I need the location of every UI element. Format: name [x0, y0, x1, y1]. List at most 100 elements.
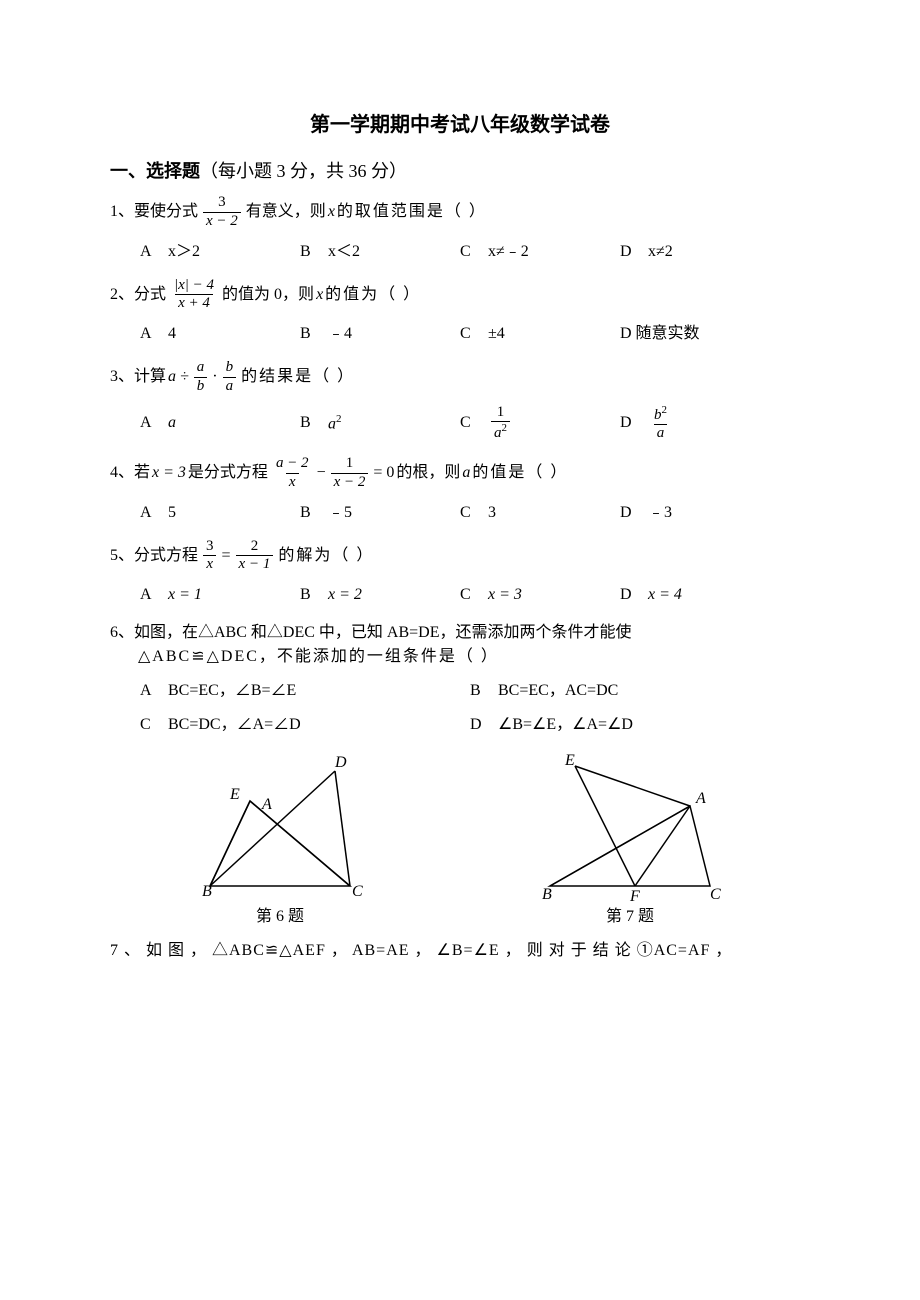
q6-line2: △ABC≌△DEC，不能添加的一组条件是（ ） — [110, 645, 810, 669]
q1-den: x − 2 — [206, 213, 238, 229]
q6-opt-A[interactable]: ABC=EC，∠B=∠E — [140, 679, 470, 703]
q1-mid: 有意义，则 — [246, 200, 326, 224]
q6-B: BC=EC，AC=DC — [498, 679, 618, 703]
fig6-E: E — [229, 786, 240, 803]
q3-D-num-sup: 2 — [662, 404, 668, 416]
q2-C: ±4 — [488, 322, 505, 346]
q3-D-frac: b2 a — [651, 405, 670, 443]
q5-pre: 5、分式方程 — [110, 544, 198, 568]
q1-opt-A[interactable]: Ax＞2 — [140, 240, 300, 264]
q5-opt-A[interactable]: Ax = 1 — [140, 583, 300, 607]
fig7-A: A — [695, 790, 706, 807]
q6-C: BC=DC，∠A=∠D — [168, 713, 301, 737]
label-A: A — [140, 322, 158, 346]
q4-mid1: 是分式方程 — [188, 461, 268, 485]
q6-D: ∠B=∠E，∠A=∠D — [498, 713, 633, 737]
fig6-A: A — [261, 796, 272, 813]
label-D: D — [620, 583, 638, 607]
q2-frac-den: x + 4 — [175, 294, 213, 312]
label-B: B — [300, 240, 318, 264]
q4-frac2: 1 x − 2 — [331, 456, 369, 491]
q5-f2d: x − 1 — [236, 555, 274, 573]
q5-opt-B[interactable]: Bx = 2 — [300, 583, 460, 607]
q4-opt-B[interactable]: B﹣5 — [300, 501, 460, 525]
q5-opt-D[interactable]: Dx = 4 — [620, 583, 780, 607]
q3-B-sup: 2 — [336, 413, 342, 425]
q6-options-row1: ABC=EC，∠B=∠E BBC=EC，AC=DC — [110, 679, 810, 703]
q4-C: 3 — [488, 501, 496, 525]
q1-opt-D[interactable]: Dx≠2 — [620, 240, 780, 264]
q5-post: 的解为（ ） — [278, 544, 374, 568]
figure-7-caption: 第 7 题 — [606, 905, 654, 929]
q2-post: 的值为（ ） — [325, 283, 421, 307]
q2-opt-A[interactable]: A4 — [140, 322, 300, 346]
figure-6-svg: B C E D A — [180, 751, 380, 901]
q4-opt-A[interactable]: A5 — [140, 501, 300, 525]
q2-B: ﹣4 — [328, 322, 352, 346]
q3-opt-B[interactable]: Ba2 — [300, 405, 460, 443]
q1-frac-num: 3 — [215, 195, 229, 212]
q3-opt-C[interactable]: C 1 a2 — [460, 405, 620, 443]
q6-opt-B[interactable]: BBC=EC，AC=DC — [470, 679, 800, 703]
question-4: 4、若 x = 3 是分式方程 a − 2 x − 1 x − 2 = 0 的根… — [110, 456, 810, 525]
q2-opt-D[interactable]: D 随意实数 — [620, 322, 780, 346]
q4-stem: 4、若 x = 3 是分式方程 a − 2 x − 1 x − 2 = 0 的根… — [110, 456, 810, 491]
label-C: C — [460, 411, 478, 435]
q1-fraction: 3 x − 2 — [203, 195, 241, 230]
q7-text: 7 、 如 图 ， △ABC≌△AEF ， AB=AE ， ∠B=∠E ， 则 … — [110, 939, 732, 963]
q4-f2d: x − 2 — [331, 473, 369, 491]
q5-C: x = 3 — [488, 583, 522, 607]
q4-f1d: x — [286, 473, 299, 491]
q6-opt-D[interactable]: D∠B=∠E，∠A=∠D — [470, 713, 800, 737]
q1-options: Ax＞2 Bx＜2 Cx≠﹣2 Dx≠2 — [110, 240, 810, 264]
label-A: A — [140, 679, 158, 703]
q6-opt-C[interactable]: CBC=DC，∠A=∠D — [140, 713, 470, 737]
q2-opt-C[interactable]: C ±4 — [460, 322, 620, 346]
q5-stem: 5、分式方程 3 x = 2 x − 1 的解为（ ） — [110, 539, 810, 574]
q1-opt-C[interactable]: Cx≠﹣2 — [460, 240, 620, 264]
q3-f1n: a — [194, 360, 208, 377]
q3-f2n: b — [223, 360, 237, 377]
q3-opt-A[interactable]: Aa — [140, 405, 300, 443]
q6-figures: B C E D A 第 6 题 B F C A E 第 7 题 — [110, 751, 810, 929]
q3-frac1: a b — [194, 360, 208, 395]
q1-var: x — [328, 200, 335, 224]
q5-opt-C[interactable]: Cx = 3 — [460, 583, 620, 607]
q4-opt-D[interactable]: D﹣3 — [620, 501, 780, 525]
q4-f2n: 1 — [343, 456, 357, 473]
q4-post: 的值是（ ） — [472, 461, 568, 485]
q3-opt-D[interactable]: D b2 a — [620, 405, 780, 443]
question-2: 2、分式 |x| − 4 x + 4 的值为 0，则 x 的值为（ ） A4 B… — [110, 278, 810, 347]
q2-opt-B[interactable]: B﹣4 — [300, 322, 460, 346]
question-5: 5、分式方程 3 x = 2 x − 1 的解为（ ） Ax = 1 Bx = … — [110, 539, 810, 608]
q3-C-frac: 1 a2 — [491, 405, 510, 443]
q1-opt-B[interactable]: Bx＜2 — [300, 240, 460, 264]
figure-6: B C E D A 第 6 题 — [180, 751, 380, 929]
q3-C-den-base: a — [494, 425, 502, 441]
q3-C-num: 1 — [494, 405, 508, 422]
q4-eq0: = 0 — [373, 461, 394, 485]
q3-options: Aa Ba2 C 1 a2 D b2 a — [110, 405, 810, 443]
fig7-E: E — [564, 752, 575, 769]
label-C: C — [460, 501, 478, 525]
section-1-heading: 一、选择题（每小题 3 分，共 36 分） — [110, 158, 810, 185]
figure-7: B F C A E 第 7 题 — [520, 751, 740, 929]
q2-A: 4 — [168, 322, 176, 346]
q5-f1n: 3 — [203, 539, 217, 556]
q3-B-base: a — [328, 415, 336, 432]
q1-post: 的取值范围是（ ） — [337, 200, 487, 224]
figure-7-svg: B F C A E — [520, 751, 740, 901]
q3-D-num-base: b — [654, 407, 662, 423]
q2-frac-num: |x| − 4 — [171, 278, 217, 295]
q3-f1d: b — [194, 377, 208, 395]
q4-opt-C[interactable]: C3 — [460, 501, 620, 525]
q4-A: 5 — [168, 501, 176, 525]
q2-pre: 2、分式 — [110, 283, 166, 307]
q3-stem: 3、计算 a ÷ a b · b a 的结果是（ ） — [110, 360, 810, 395]
q4-minus: − — [317, 461, 326, 485]
fig7-B: B — [542, 886, 552, 901]
q3-D-den: a — [654, 424, 668, 442]
q1-stem: 1、要使分式 3 x − 2 有意义，则 x 的取值范围是（ ） — [110, 195, 810, 230]
label-C: C — [460, 322, 478, 346]
q2-stem: 2、分式 |x| − 4 x + 4 的值为 0，则 x 的值为（ ） — [110, 278, 810, 313]
